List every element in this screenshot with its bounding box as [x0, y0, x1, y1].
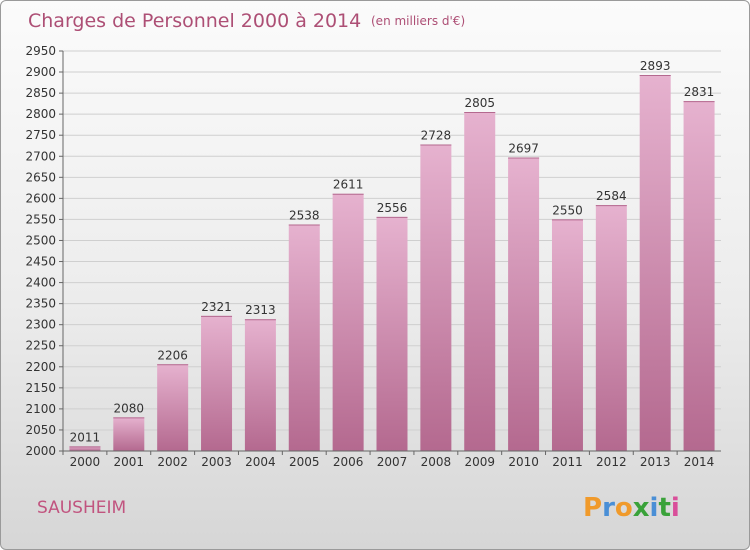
y-tick-label: 2000 — [25, 444, 56, 458]
x-tick-label: 2004 — [245, 455, 276, 469]
x-tick-label: 2007 — [377, 455, 408, 469]
x-tick-label: 2010 — [508, 455, 539, 469]
y-tick-label: 2900 — [25, 65, 56, 79]
bar-value-label: 2550 — [552, 203, 583, 217]
logo-letter: o — [615, 493, 633, 523]
logo-letter: t — [658, 493, 670, 523]
logo-letter: i — [671, 493, 680, 523]
x-tick-label: 2001 — [114, 455, 145, 469]
chart-title: Charges de Personnel 2000 à 2014 — [28, 10, 361, 32]
bar — [639, 75, 671, 451]
bar-value-label: 2206 — [157, 348, 188, 362]
x-tick-label: 2005 — [289, 455, 320, 469]
y-tick-label: 2800 — [25, 107, 56, 121]
bar — [244, 319, 276, 451]
y-tick-label: 2550 — [25, 212, 56, 226]
x-tick-label: 2009 — [464, 455, 495, 469]
bar-value-label: 2611 — [333, 178, 364, 192]
y-tick-label: 2100 — [25, 402, 56, 416]
place-name: SAUSHEIM — [37, 498, 126, 518]
x-axis: 2000 2001 2002 2003 2004 2005 2006 2007 2008 2009… — [62, 450, 721, 469]
x-tick-label: 2008 — [421, 455, 452, 469]
y-tick-label: 2600 — [25, 191, 56, 205]
logo-letter: r — [602, 493, 615, 523]
y-tick-label: 2150 — [25, 381, 56, 395]
y-tick-label: 2400 — [25, 276, 56, 290]
grid-lines — [63, 50, 721, 452]
bar-value-label: 2538 — [289, 208, 320, 222]
logo-letter: x — [633, 493, 650, 523]
chart-unit: (en milliers d'€) — [371, 14, 465, 28]
y-tick-label: 2450 — [25, 255, 56, 269]
x-tick-label: 2012 — [596, 455, 627, 469]
bar — [157, 364, 189, 451]
bar — [508, 157, 540, 452]
bar — [332, 193, 364, 451]
x-tick-label: 2006 — [333, 455, 364, 469]
x-tick-label: 2000 — [70, 455, 101, 469]
bar-value-label: 2893 — [640, 59, 671, 73]
bar — [69, 446, 101, 451]
y-tick-label: 2950 — [25, 44, 56, 58]
y-tick-label: 2250 — [25, 339, 56, 353]
bars: 2011 2080 2206 2321 2313 2538 2611 2556 2728 2805… — [69, 59, 715, 452]
bar — [376, 216, 408, 451]
bar-value-label: 2011 — [70, 430, 101, 444]
bar-value-label: 2313 — [245, 303, 276, 317]
x-tick-label: 2014 — [684, 455, 715, 469]
bar-value-label: 2728 — [421, 128, 452, 142]
x-tick-label: 2003 — [201, 455, 232, 469]
bar-value-label: 2697 — [508, 142, 539, 156]
y-tick-label: 2750 — [25, 128, 56, 142]
bar-value-label: 2831 — [684, 85, 715, 99]
y-tick-label: 2650 — [25, 170, 56, 184]
bar-value-label: 2321 — [201, 300, 232, 314]
bar — [420, 144, 452, 451]
bar — [683, 101, 715, 452]
y-tick-label: 2350 — [25, 297, 56, 311]
y-tick-label: 2200 — [25, 360, 56, 374]
bar — [464, 112, 496, 451]
bar — [113, 417, 145, 451]
bar — [288, 224, 320, 451]
logo-letter: P — [583, 493, 602, 523]
y-tick-label: 2050 — [25, 423, 56, 437]
bar-value-label: 2556 — [377, 201, 408, 215]
bar-value-label: 2584 — [596, 189, 627, 203]
y-tick-label: 2700 — [25, 149, 56, 163]
y-axis: 2000 2050 2100 2150 2200 2250 2300 2350 2400 2450… — [25, 44, 64, 458]
proxiti-logo: Proxiti — [583, 493, 680, 523]
bar — [201, 315, 233, 451]
y-tick-label: 2850 — [25, 86, 56, 100]
logo-letter: i — [650, 493, 659, 523]
x-tick-label: 2002 — [157, 455, 188, 469]
bar — [551, 219, 583, 451]
bar — [595, 205, 627, 451]
y-tick-label: 2300 — [25, 318, 56, 332]
x-tick-label: 2011 — [552, 455, 583, 469]
x-tick-label: 2013 — [640, 455, 671, 469]
bar-value-label: 2080 — [114, 401, 145, 415]
bar-value-label: 2805 — [464, 96, 495, 110]
y-tick-label: 2500 — [25, 233, 56, 247]
